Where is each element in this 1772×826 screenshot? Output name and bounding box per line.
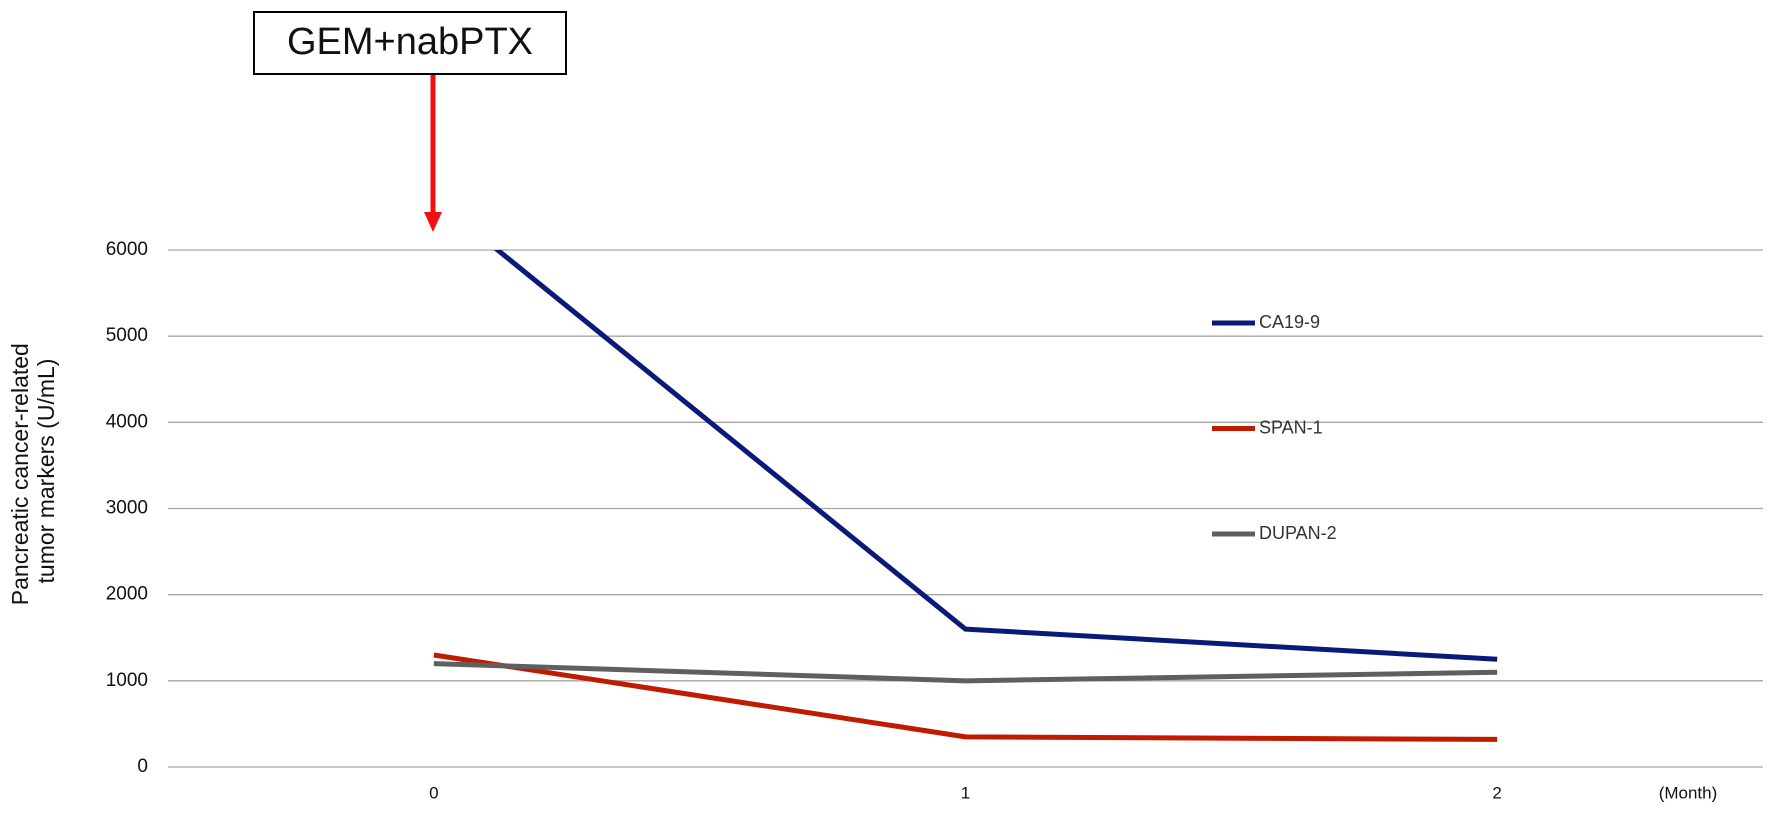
series-line	[433, 652, 1498, 742]
y-tick-label: 2000	[106, 584, 148, 605]
series-line	[433, 661, 1498, 684]
grid: 0 1000 2000 3000 4000 5000 6000 0 1 2	[106, 239, 1763, 802]
legend-label: SPAN-1	[1259, 417, 1323, 437]
y-tick-label: 5000	[106, 325, 148, 346]
y-tick-label: 1000	[106, 670, 148, 691]
plot	[433, 250, 1498, 742]
y-tick-label: 4000	[106, 411, 148, 432]
x-tick-label: 2	[1492, 783, 1501, 802]
x-tick-label: 1	[961, 783, 970, 802]
series-line	[493, 250, 1498, 662]
x-tick-label: 0	[429, 783, 438, 802]
annotation-box	[253, 11, 567, 75]
y-axis-label: Pancreatic cancer-related tumor markers …	[7, 337, 59, 605]
y-label-line: tumor markers (U/mL)	[33, 359, 59, 584]
x-axis-label: (Month)	[1659, 783, 1718, 802]
legend-label: DUPAN-2	[1259, 523, 1337, 543]
y-tick-label: 3000	[106, 498, 148, 519]
annotation: GEM+nabPTX	[287, 21, 533, 63]
legend-label: CA19-9	[1259, 312, 1320, 332]
y-tick-label: 0	[137, 756, 148, 777]
legend: CA19-9 SPAN-1 DUPAN-2	[1212, 312, 1337, 543]
arrow-head	[424, 212, 442, 232]
y-tick-label: 6000	[106, 239, 148, 260]
y-label-line: Pancreatic cancer-related	[7, 343, 33, 605]
